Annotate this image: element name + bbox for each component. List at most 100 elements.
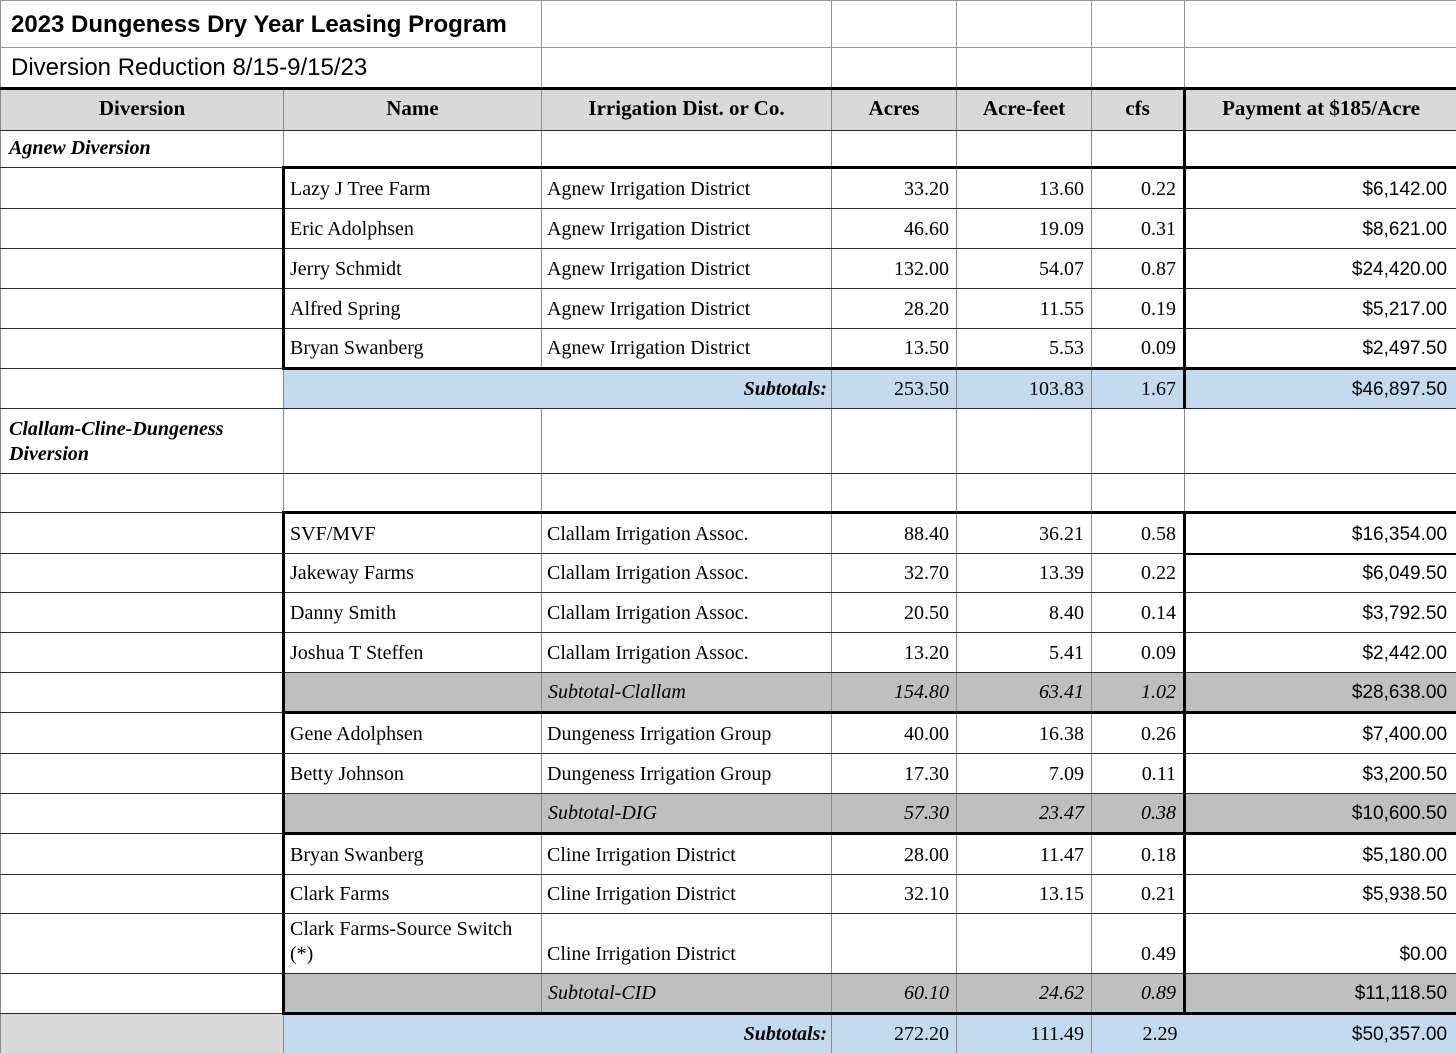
lease-row: SVF/MVF Clallam Irrigation Assoc. 88.40 36.…	[0, 512, 1456, 555]
cfs-cell: 0.22	[1091, 553, 1186, 593]
cfs-subtotal-cell: 1.02	[1091, 672, 1186, 714]
payment-cell: $6,142.00	[1183, 167, 1456, 209]
lease-row: Jerry Schmidt Agnew Irrigation District 13…	[0, 248, 1456, 289]
district-cell: Clallam Irrigation Assoc.	[541, 553, 833, 593]
acre-feet-subtotal-cell: 63.41	[956, 672, 1093, 714]
empty-cell	[1184, 408, 1456, 474]
empty-cell	[1183, 130, 1456, 169]
name-cell: Lazy J Tree Farm	[281, 167, 543, 209]
table-header-row: Diversion Name Irrigation Dist. or Co. A…	[0, 87, 1456, 131]
payment-cell: $6,049.50	[1183, 553, 1456, 593]
header-acre-feet: Acre-feet	[956, 87, 1093, 131]
acres-cell: 40.00	[831, 712, 958, 754]
grand-subtotal-label: Subtotals:	[282, 368, 833, 409]
name-cell: Bryan Swanberg	[281, 328, 543, 370]
acre-feet-cell: 5.41	[956, 632, 1093, 673]
subtotal-label: Subtotal-CID	[541, 973, 833, 1015]
empty-cell	[831, 0, 958, 48]
payment-subtotal-cell: $10,600.50	[1183, 793, 1456, 835]
diversion-cell	[0, 368, 284, 409]
cfs-subtotal-cell: 0.89	[1091, 973, 1186, 1015]
acre-feet-total-cell: 103.83	[956, 368, 1093, 409]
district-cell: Dungeness Irrigation Group	[541, 753, 833, 794]
lease-row: Clark Farms-Source Switch (*) Cline Irrig…	[0, 913, 1456, 974]
acres-cell: 28.00	[831, 833, 958, 875]
lease-row: Clark Farms Cline Irrigation District 32.1…	[0, 874, 1456, 914]
empty-cell	[1091, 130, 1186, 169]
header-diversion: Diversion	[0, 87, 284, 131]
acre-feet-cell: 13.60	[956, 167, 1093, 209]
cfs-cell: 0.26	[1091, 712, 1186, 754]
cfs-cell: 0.09	[1091, 632, 1186, 673]
district-cell: Agnew Irrigation District	[541, 167, 833, 209]
acres-cell: 17.30	[831, 753, 958, 794]
acres-cell: 13.50	[831, 328, 958, 370]
acre-feet-cell: 13.15	[956, 874, 1093, 914]
subtotal-row: Subtotal-DIG 57.30 23.47 0.38 $10,600.50	[0, 793, 1456, 835]
lease-row: Alfred Spring Agnew Irrigation District 28…	[0, 288, 1456, 329]
district-cell: Clallam Irrigation Assoc.	[541, 512, 833, 554]
district-cell: Agnew Irrigation District	[541, 328, 833, 370]
diversion-cell	[0, 288, 284, 329]
cfs-cell: 0.31	[1091, 208, 1186, 249]
acres-cell: 132.00	[831, 248, 958, 289]
payment-subtotal-cell: $28,638.00	[1183, 672, 1456, 714]
diversion-cell	[0, 167, 284, 209]
empty-cell	[831, 408, 958, 474]
acre-feet-cell: 11.55	[956, 288, 1093, 329]
grand-subtotal-row: Subtotals: 272.20 111.49 2.29 $50,357.00	[0, 1013, 1456, 1053]
empty-cell	[956, 0, 1093, 48]
acre-feet-cell: 8.40	[956, 592, 1093, 633]
grand-subtotal-label: Subtotals:	[282, 1013, 833, 1053]
empty-cell	[282, 473, 543, 514]
name-cell: Gene Adolphsen	[281, 712, 543, 754]
name-cell: Bryan Swanberg	[281, 833, 543, 875]
name-cell: Jerry Schmidt	[281, 248, 543, 289]
page-title: 2023 Dungeness Dry Year Leasing Program	[0, 0, 543, 48]
diversion-cell	[0, 328, 284, 369]
empty-cell	[281, 672, 543, 714]
acres-cell: 20.50	[831, 592, 958, 633]
diversion-cell	[0, 793, 284, 834]
name-cell: Alfred Spring	[281, 288, 543, 329]
acre-feet-subtotal-cell: 23.47	[956, 793, 1093, 835]
cfs-cell: 0.19	[1091, 288, 1186, 329]
empty-cell	[956, 130, 1093, 169]
district-cell: Cline Irrigation District	[541, 874, 833, 914]
acres-cell: 46.60	[831, 208, 958, 249]
acres-cell: 32.70	[831, 553, 958, 593]
section-row: Clallam-Cline-Dungeness Diversion	[0, 408, 1456, 474]
acre-feet-total-cell: 111.49	[956, 1013, 1093, 1053]
district-cell: Agnew Irrigation District	[541, 208, 833, 249]
payment-cell: $5,180.00	[1183, 833, 1456, 875]
name-cell: Clark Farms	[281, 874, 543, 914]
acres-cell	[831, 913, 958, 974]
acres-cell: 28.20	[831, 288, 958, 329]
acres-cell: 88.40	[831, 512, 958, 554]
cfs-total-cell: 1.67	[1091, 368, 1186, 409]
diversion-cell	[0, 248, 284, 289]
cfs-cell: 0.21	[1091, 874, 1186, 914]
cfs-cell: 0.87	[1091, 248, 1186, 289]
lease-row: Lazy J Tree Farm Agnew Irrigation Distric…	[0, 167, 1456, 209]
acre-feet-cell	[956, 913, 1093, 974]
district-cell: Clallam Irrigation Assoc.	[541, 592, 833, 633]
payment-cell: $7,400.00	[1183, 712, 1456, 754]
acres-subtotal-cell: 154.80	[831, 672, 958, 714]
empty-cell	[956, 47, 1093, 89]
acre-feet-cell: 19.09	[956, 208, 1093, 249]
empty-cell	[1184, 0, 1456, 48]
empty-cell	[282, 408, 543, 474]
cfs-cell: 0.18	[1091, 833, 1186, 875]
acres-subtotal-cell: 57.30	[831, 793, 958, 835]
diversion-cell	[0, 973, 284, 1014]
name-cell: Betty Johnson	[281, 753, 543, 794]
diversion-cell	[0, 632, 284, 673]
subtotal-row: Subtotal-CID 60.10 24.62 0.89 $11,118.50	[0, 973, 1456, 1015]
payment-cell: $2,442.00	[1183, 632, 1456, 673]
acres-cell: 32.10	[831, 874, 958, 914]
diversion-cell	[0, 874, 284, 914]
empty-cell	[1091, 473, 1186, 514]
district-cell: Dungeness Irrigation Group	[541, 712, 833, 754]
